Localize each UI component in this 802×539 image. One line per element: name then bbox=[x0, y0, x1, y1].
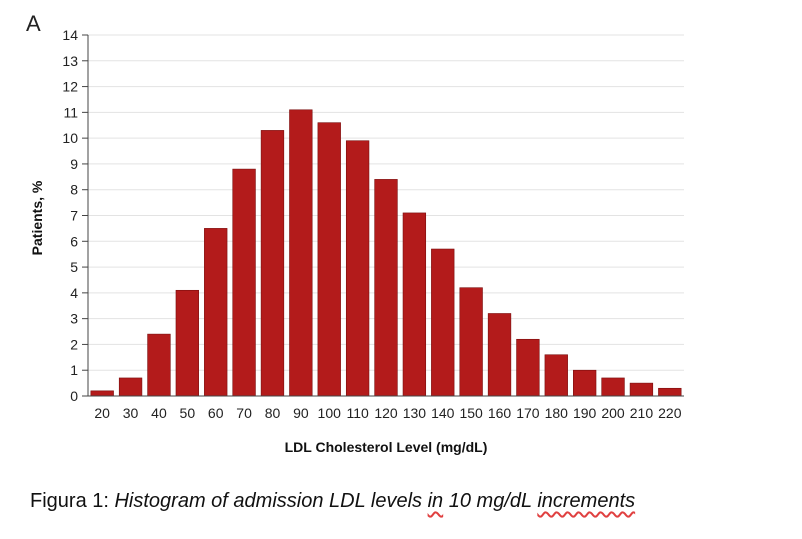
x-tick-label: 120 bbox=[374, 405, 398, 421]
bar-40 bbox=[147, 333, 171, 397]
y-tick-label: 13 bbox=[62, 53, 78, 69]
x-tick-label: 140 bbox=[431, 405, 455, 421]
figure-caption: Figura 1: Histogram of admission LDL lev… bbox=[30, 490, 790, 513]
y-axis-title: Patients, % bbox=[29, 180, 45, 255]
x-tick-label: 180 bbox=[545, 405, 569, 421]
x-axis-title: LDL Cholesterol Level (mg/dL) bbox=[285, 439, 488, 455]
y-tick-label: 11 bbox=[63, 104, 78, 120]
x-tick-labels: 20 30 40 50 60 70 80 90 100 110 120 130 140 150 160 170… bbox=[94, 405, 681, 421]
y-tick-label: 8 bbox=[70, 182, 78, 198]
x-tick-label: 100 bbox=[318, 405, 342, 421]
bar-180 bbox=[544, 354, 568, 397]
y-tick-label: 3 bbox=[70, 311, 78, 327]
panel-label: A bbox=[26, 11, 41, 36]
bar-50 bbox=[175, 289, 199, 397]
x-tick-label: 110 bbox=[346, 405, 369, 421]
x-tick-label: 30 bbox=[123, 405, 139, 421]
x-tick-label: 40 bbox=[151, 405, 167, 421]
bar-140 bbox=[431, 248, 455, 397]
y-tick-label: 0 bbox=[70, 388, 78, 404]
caption-word-increments: increments bbox=[537, 490, 636, 512]
x-tick-label: 170 bbox=[516, 405, 540, 421]
bar-150 bbox=[459, 287, 483, 397]
y-tick-label: 14 bbox=[62, 27, 78, 43]
y-tick-label: 7 bbox=[70, 208, 78, 224]
x-tick-label: 90 bbox=[293, 405, 309, 421]
bar-110 bbox=[345, 140, 370, 397]
y-tick-label: 1 bbox=[70, 362, 78, 378]
bar-190 bbox=[573, 369, 597, 397]
bar-20 bbox=[90, 390, 114, 397]
bar-200 bbox=[601, 377, 625, 397]
y-tick-label: 5 bbox=[70, 259, 78, 275]
x-tick-label: 200 bbox=[601, 405, 625, 421]
bar-70 bbox=[232, 168, 256, 397]
caption-word-in: in bbox=[427, 490, 444, 512]
x-tick-label: 60 bbox=[208, 405, 224, 421]
x-tick-label: 80 bbox=[265, 405, 281, 421]
bar-100 bbox=[317, 122, 341, 397]
x-tick-label: 130 bbox=[403, 405, 427, 421]
bar-160 bbox=[487, 313, 512, 397]
y-tick-label: 12 bbox=[62, 79, 78, 95]
x-tick-label: 70 bbox=[236, 405, 252, 421]
x-tick-label: 210 bbox=[630, 405, 654, 421]
bar-210 bbox=[629, 382, 654, 397]
y-tick-label: 9 bbox=[70, 156, 78, 172]
bar-90 bbox=[289, 109, 313, 397]
bar-120 bbox=[374, 179, 398, 397]
bar-170 bbox=[516, 338, 540, 397]
bar-60 bbox=[204, 228, 228, 397]
caption-text-part1: Histogram of admission LDL levels bbox=[114, 490, 428, 512]
y-tick-label: 6 bbox=[70, 233, 78, 249]
x-tick-label: 20 bbox=[94, 405, 110, 421]
caption-prefix: Figura 1: bbox=[30, 490, 115, 512]
x-tick-label: 160 bbox=[488, 405, 512, 421]
axes bbox=[82, 34, 684, 397]
bar-30 bbox=[118, 377, 143, 397]
bars bbox=[90, 109, 682, 397]
x-tick-label: 220 bbox=[658, 405, 682, 421]
bar-220 bbox=[658, 387, 682, 397]
bar-130 bbox=[402, 212, 427, 397]
x-tick-label: 150 bbox=[459, 405, 483, 421]
y-tick-label: 10 bbox=[62, 130, 78, 146]
caption-text-part2: 10 mg/dL bbox=[443, 490, 538, 512]
y-tick-label: 4 bbox=[70, 285, 78, 301]
bar-80 bbox=[260, 130, 285, 397]
x-tick-label: 50 bbox=[180, 405, 196, 421]
histogram-chart: A 0 1 2 3 4 5 6 7 8 9 10 11 12 13 14 20 30 40 50 60 70 80 90 1… bbox=[26, 11, 684, 455]
y-tick-label: 2 bbox=[70, 336, 78, 352]
x-tick-label: 190 bbox=[573, 405, 597, 421]
